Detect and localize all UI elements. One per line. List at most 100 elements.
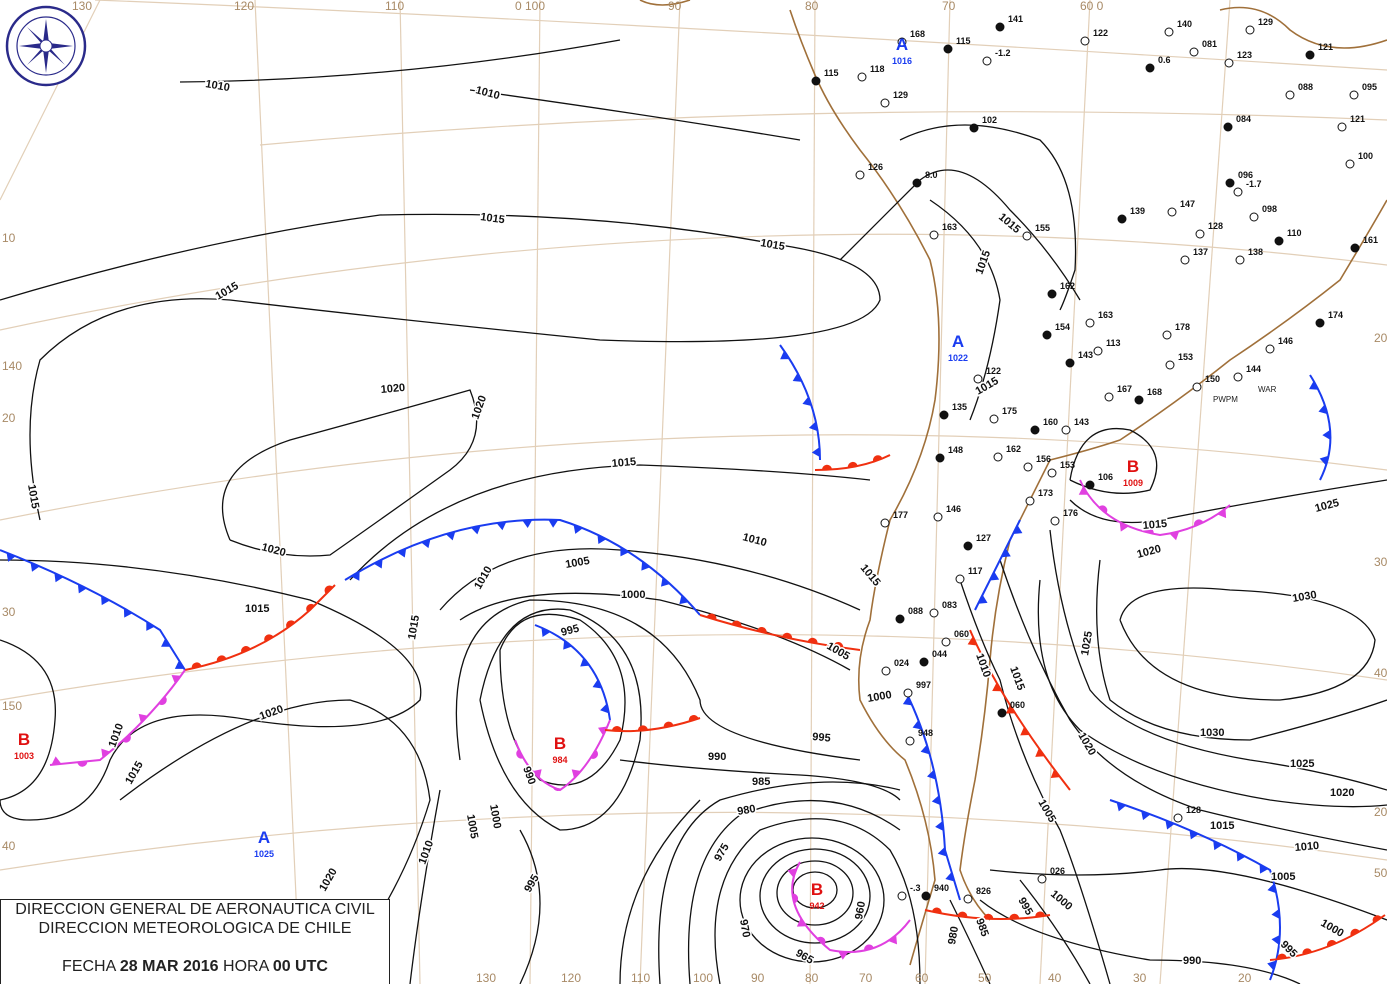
station-plot: 167	[1104, 384, 1132, 402]
cloud-cover-icon	[1025, 496, 1035, 506]
station-plot: 137	[1180, 247, 1208, 265]
station-plot: 129	[1245, 17, 1273, 35]
isobar-label: 985	[752, 776, 770, 788]
station-pressure: 147	[1180, 199, 1195, 209]
cloud-cover-icon	[935, 453, 945, 463]
station-pressure: 168	[1147, 387, 1162, 397]
front-semicircle	[983, 913, 994, 919]
cloud-cover-icon	[1104, 392, 1114, 402]
station-plot: 110	[1274, 228, 1302, 246]
station-pressure: 146	[946, 504, 961, 514]
cloud-cover-icon	[1285, 90, 1295, 100]
station-pressure: 175	[1002, 406, 1017, 416]
front-triangle	[838, 951, 849, 960]
station-pressure: -.3	[910, 883, 921, 893]
cold-front	[534, 624, 611, 721]
graticule-label: 30	[1374, 555, 1387, 569]
hour-value: 00 UTC	[272, 958, 328, 975]
graticule-label: 30	[1133, 971, 1147, 984]
graticule-label: 130	[72, 0, 92, 13]
station-pressure: 115	[956, 36, 971, 46]
front-semicircle	[286, 620, 296, 629]
cold-front	[902, 689, 961, 901]
graticule-label: 120	[561, 971, 581, 984]
station-pressure: 141	[1008, 14, 1023, 24]
front-semicircle	[516, 749, 524, 759]
isobar-label: 1010	[472, 564, 495, 591]
station-plot: 102	[969, 115, 997, 133]
high-pressure-center: A 1016	[892, 35, 912, 66]
station-plot: 081	[1189, 39, 1217, 57]
cloud-cover-icon	[857, 72, 867, 82]
station-pressure: 127	[976, 533, 991, 543]
station-plot: 088	[1285, 82, 1313, 100]
station-plot: 163	[1085, 310, 1113, 328]
cloud-cover-icon	[1305, 50, 1315, 60]
graticule-label: 80	[805, 971, 819, 984]
isobar-label: 1020	[260, 541, 287, 559]
graticule-label: 130	[476, 971, 496, 984]
station-plot: 173	[1025, 488, 1053, 506]
front-triangle	[1259, 864, 1269, 874]
station-pressure: 117	[968, 566, 983, 576]
station-pressure: 081	[1202, 39, 1217, 49]
front-triangle	[373, 559, 383, 569]
station-pressure: 044	[932, 649, 947, 659]
station-pressure: 095	[1362, 82, 1377, 92]
station-pressure: 118	[870, 64, 885, 74]
isobar-label: 990	[708, 751, 726, 763]
cloud-cover-icon	[939, 410, 949, 420]
center-letter: A	[896, 35, 908, 54]
cloud-cover-icon	[1145, 63, 1155, 73]
station-pressure: 143	[1074, 417, 1089, 427]
station-pressure: 168	[910, 29, 925, 39]
date-line: FECHA 28 MAR 2016 HORA 00 UTC	[1, 957, 389, 976]
graticule-label: 40	[1048, 971, 1062, 984]
isobar-label: 1010	[474, 84, 501, 102]
front-semicircle	[1035, 911, 1046, 918]
cloud-cover-icon	[1274, 236, 1284, 246]
front-semicircle	[847, 461, 858, 468]
warm-front	[814, 454, 891, 471]
front-triangle	[77, 583, 87, 594]
station-pressure: 129	[1258, 17, 1273, 27]
front-triangle	[146, 621, 155, 631]
station-plot: 106	[1085, 472, 1113, 490]
station-plot: 146	[1265, 336, 1293, 354]
cloud-cover-icon	[997, 708, 1007, 718]
isobar-label: 1010	[107, 722, 127, 749]
isobar-label: 1015	[1210, 820, 1234, 832]
warm-front	[924, 907, 1051, 920]
center-value: 1016	[892, 56, 912, 66]
station-plot: 143	[1065, 350, 1093, 368]
cold-front	[0, 549, 186, 671]
isobar-label: 995	[812, 731, 831, 745]
station-plot: 160	[1030, 417, 1058, 435]
front-semicircle	[1009, 913, 1020, 919]
cloud-cover-icon	[1085, 480, 1095, 490]
front-triangle	[967, 636, 978, 646]
front-triangle	[679, 595, 689, 605]
station-pressure: 096	[1238, 170, 1253, 180]
graticule-label: 60 0	[1080, 0, 1104, 13]
front-semicircle	[821, 464, 832, 470]
station-plot: 997	[903, 680, 931, 698]
cloud-cover-icon	[941, 637, 951, 647]
front-triangle	[1165, 820, 1175, 830]
cloud-cover-icon	[1337, 122, 1347, 132]
station-plot: 127	[963, 533, 991, 551]
station-pressure: -1.2	[995, 48, 1011, 58]
front-semicircle	[807, 637, 818, 644]
front-triangle	[937, 846, 947, 857]
isobar-label: 1020	[1136, 543, 1163, 561]
front-semicircle	[216, 655, 227, 662]
station-plot: 143	[1061, 417, 1089, 435]
cloud-cover-icon	[995, 22, 1005, 32]
cloud-cover-icon	[1047, 468, 1057, 478]
center-value: 984	[552, 755, 567, 765]
isobar-label: 1025	[1290, 758, 1314, 770]
isobar-label: 1020	[317, 866, 340, 893]
cloud-cover-icon	[943, 44, 953, 54]
cloud-cover-icon	[1315, 318, 1325, 328]
